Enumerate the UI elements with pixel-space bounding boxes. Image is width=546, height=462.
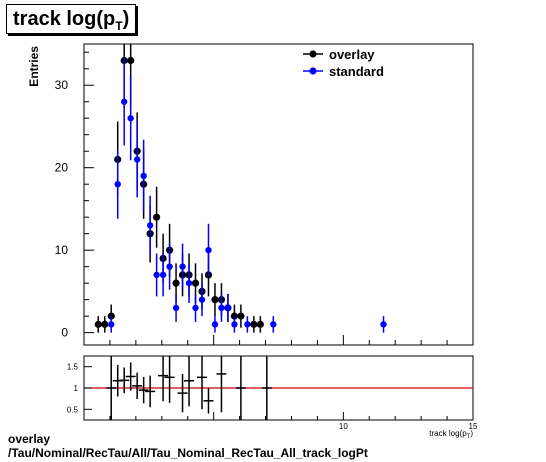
ratio-y-tick-label: 0.5 <box>67 405 79 414</box>
data-point-overlay <box>211 296 219 304</box>
legend-entry-overlay: overlay <box>329 47 375 62</box>
x-axis-label: track log(pT) <box>429 429 473 440</box>
data-point-standard <box>244 321 251 328</box>
data-point-standard <box>218 304 225 312</box>
title-subscript: T <box>115 19 123 33</box>
data-point-overlay <box>127 56 135 65</box>
ratio-y-tick-label: 1 <box>74 384 79 393</box>
title-main: track log(p <box>13 8 116 30</box>
data-point-overlay <box>191 279 200 287</box>
data-point-overlay <box>153 213 161 221</box>
y-tick-label: 20 <box>55 161 69 175</box>
data-point-overlay <box>250 320 258 328</box>
data-point-overlay <box>172 279 180 287</box>
data-point-standard <box>224 304 232 312</box>
main-plot-frame <box>83 43 474 346</box>
plot-title: track log(pT) <box>6 4 137 34</box>
data-point-overlay <box>237 312 245 320</box>
footer-path: /Tau/Nominal/RecTau/All/Tau_Nominal_RecT… <box>8 446 368 460</box>
data-point-standard <box>211 321 219 328</box>
data-point-standard <box>198 296 206 303</box>
ratio-x-tick-label: 15 <box>469 422 478 431</box>
legend-marker-overlay <box>309 50 317 58</box>
title-close: ) <box>122 8 130 30</box>
data-point-standard <box>153 271 160 279</box>
footer-label: overlay <box>8 432 51 446</box>
y-tick-label: 10 <box>55 243 69 257</box>
data-point-standard <box>146 222 154 229</box>
legend-entry-standard: standard <box>329 64 384 79</box>
data-point-standard <box>166 263 173 270</box>
data-point-standard <box>380 321 387 328</box>
data-point-standard <box>192 304 199 312</box>
data-point-standard <box>159 271 167 279</box>
data-point-standard <box>185 279 193 287</box>
ratio-x-tick-label: 10 <box>339 422 348 431</box>
data-point-standard <box>270 321 277 328</box>
data-point-standard <box>127 115 134 122</box>
y-tick-label: 0 <box>61 326 68 340</box>
legend-marker-standard <box>309 67 317 75</box>
data-point-standard <box>179 263 186 270</box>
y-axis-label: Entries <box>27 46 41 87</box>
ratio-y-tick-label: 1.5 <box>67 363 79 372</box>
data-point-standard <box>172 304 180 312</box>
data-point-overlay <box>94 320 102 328</box>
data-point-standard <box>108 321 115 328</box>
data-point-standard <box>133 156 141 163</box>
data-point-overlay <box>101 320 109 328</box>
data-point-standard <box>231 321 238 328</box>
data-point-standard <box>140 172 147 180</box>
data-point-standard <box>120 98 128 105</box>
data-point-standard <box>114 180 121 188</box>
data-point-standard <box>205 246 212 254</box>
data-point-overlay <box>256 320 264 328</box>
y-tick-label: 30 <box>55 78 69 92</box>
